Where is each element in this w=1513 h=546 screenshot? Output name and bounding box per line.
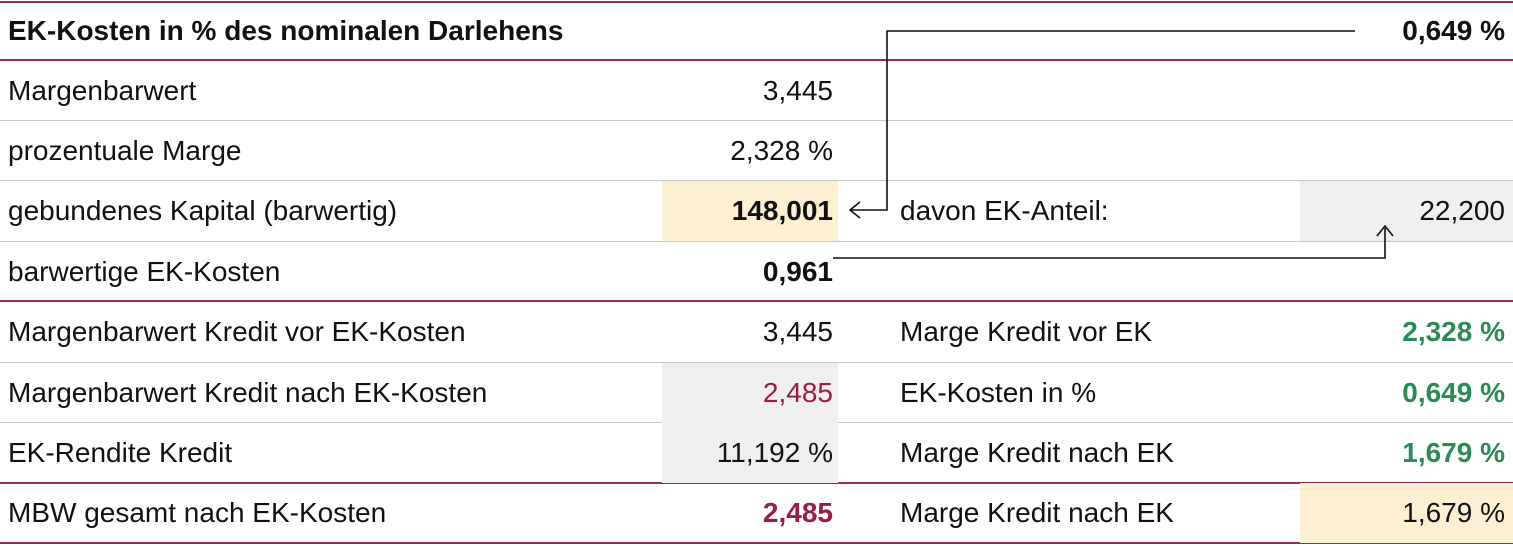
row-value: 2,328 % [730, 135, 833, 166]
right-value: 22,200 [1300, 181, 1513, 241]
right-label: davon EK-Anteil: [900, 195, 1109, 226]
row-label: barwertige EK-Kosten [8, 256, 281, 287]
row-value: 0,961 [762, 256, 833, 287]
rule [0, 1, 1513, 3]
rule [0, 362, 1513, 363]
row-value: 3,445 [762, 75, 833, 106]
rule [0, 180, 1513, 181]
right-value: 2,328 % [1402, 316, 1505, 347]
row-label: Margenbarwert Kredit vor EK-Kosten [8, 316, 466, 347]
right-label: Marge Kredit vor EK [900, 316, 1153, 347]
header-title: EK-Kosten in % des nominalen Darlehens [8, 15, 564, 46]
rule [0, 241, 1513, 242]
right-value: 1,679 % [1402, 437, 1505, 468]
rule [0, 482, 1513, 484]
row-label: Margenbarwert Kredit nach EK-Kosten [8, 377, 488, 408]
right-label: Marge Kredit nach EK [900, 437, 1174, 468]
row-label: EK-Rendite Kredit [8, 437, 233, 468]
row-label: Margenbarwert [8, 75, 197, 106]
row-label: MBW gesamt nach EK-Kosten [8, 497, 387, 528]
rule [0, 542, 1513, 544]
rule [0, 300, 1513, 302]
right-label: Marge Kredit nach EK [900, 497, 1174, 528]
row-value: 148,001 [662, 181, 838, 241]
row-value: 11,192 % [662, 423, 838, 483]
arrow-head [848, 201, 861, 219]
row-value: 2,485 [762, 497, 833, 528]
right-label: EK-Kosten in % [900, 377, 1097, 408]
row-value: 2,485 [662, 363, 838, 423]
row-label: gebundenes Kapital (barwertig) [8, 195, 398, 226]
header-value: 0,649 % [1402, 15, 1505, 46]
row-value: 3,445 [762, 316, 833, 347]
row-label: prozentuale Marge [8, 135, 242, 166]
rule [0, 59, 1513, 61]
rule [0, 120, 1513, 121]
right-value: 0,649 % [1402, 377, 1505, 408]
right-value: 1,679 % [1300, 483, 1513, 543]
